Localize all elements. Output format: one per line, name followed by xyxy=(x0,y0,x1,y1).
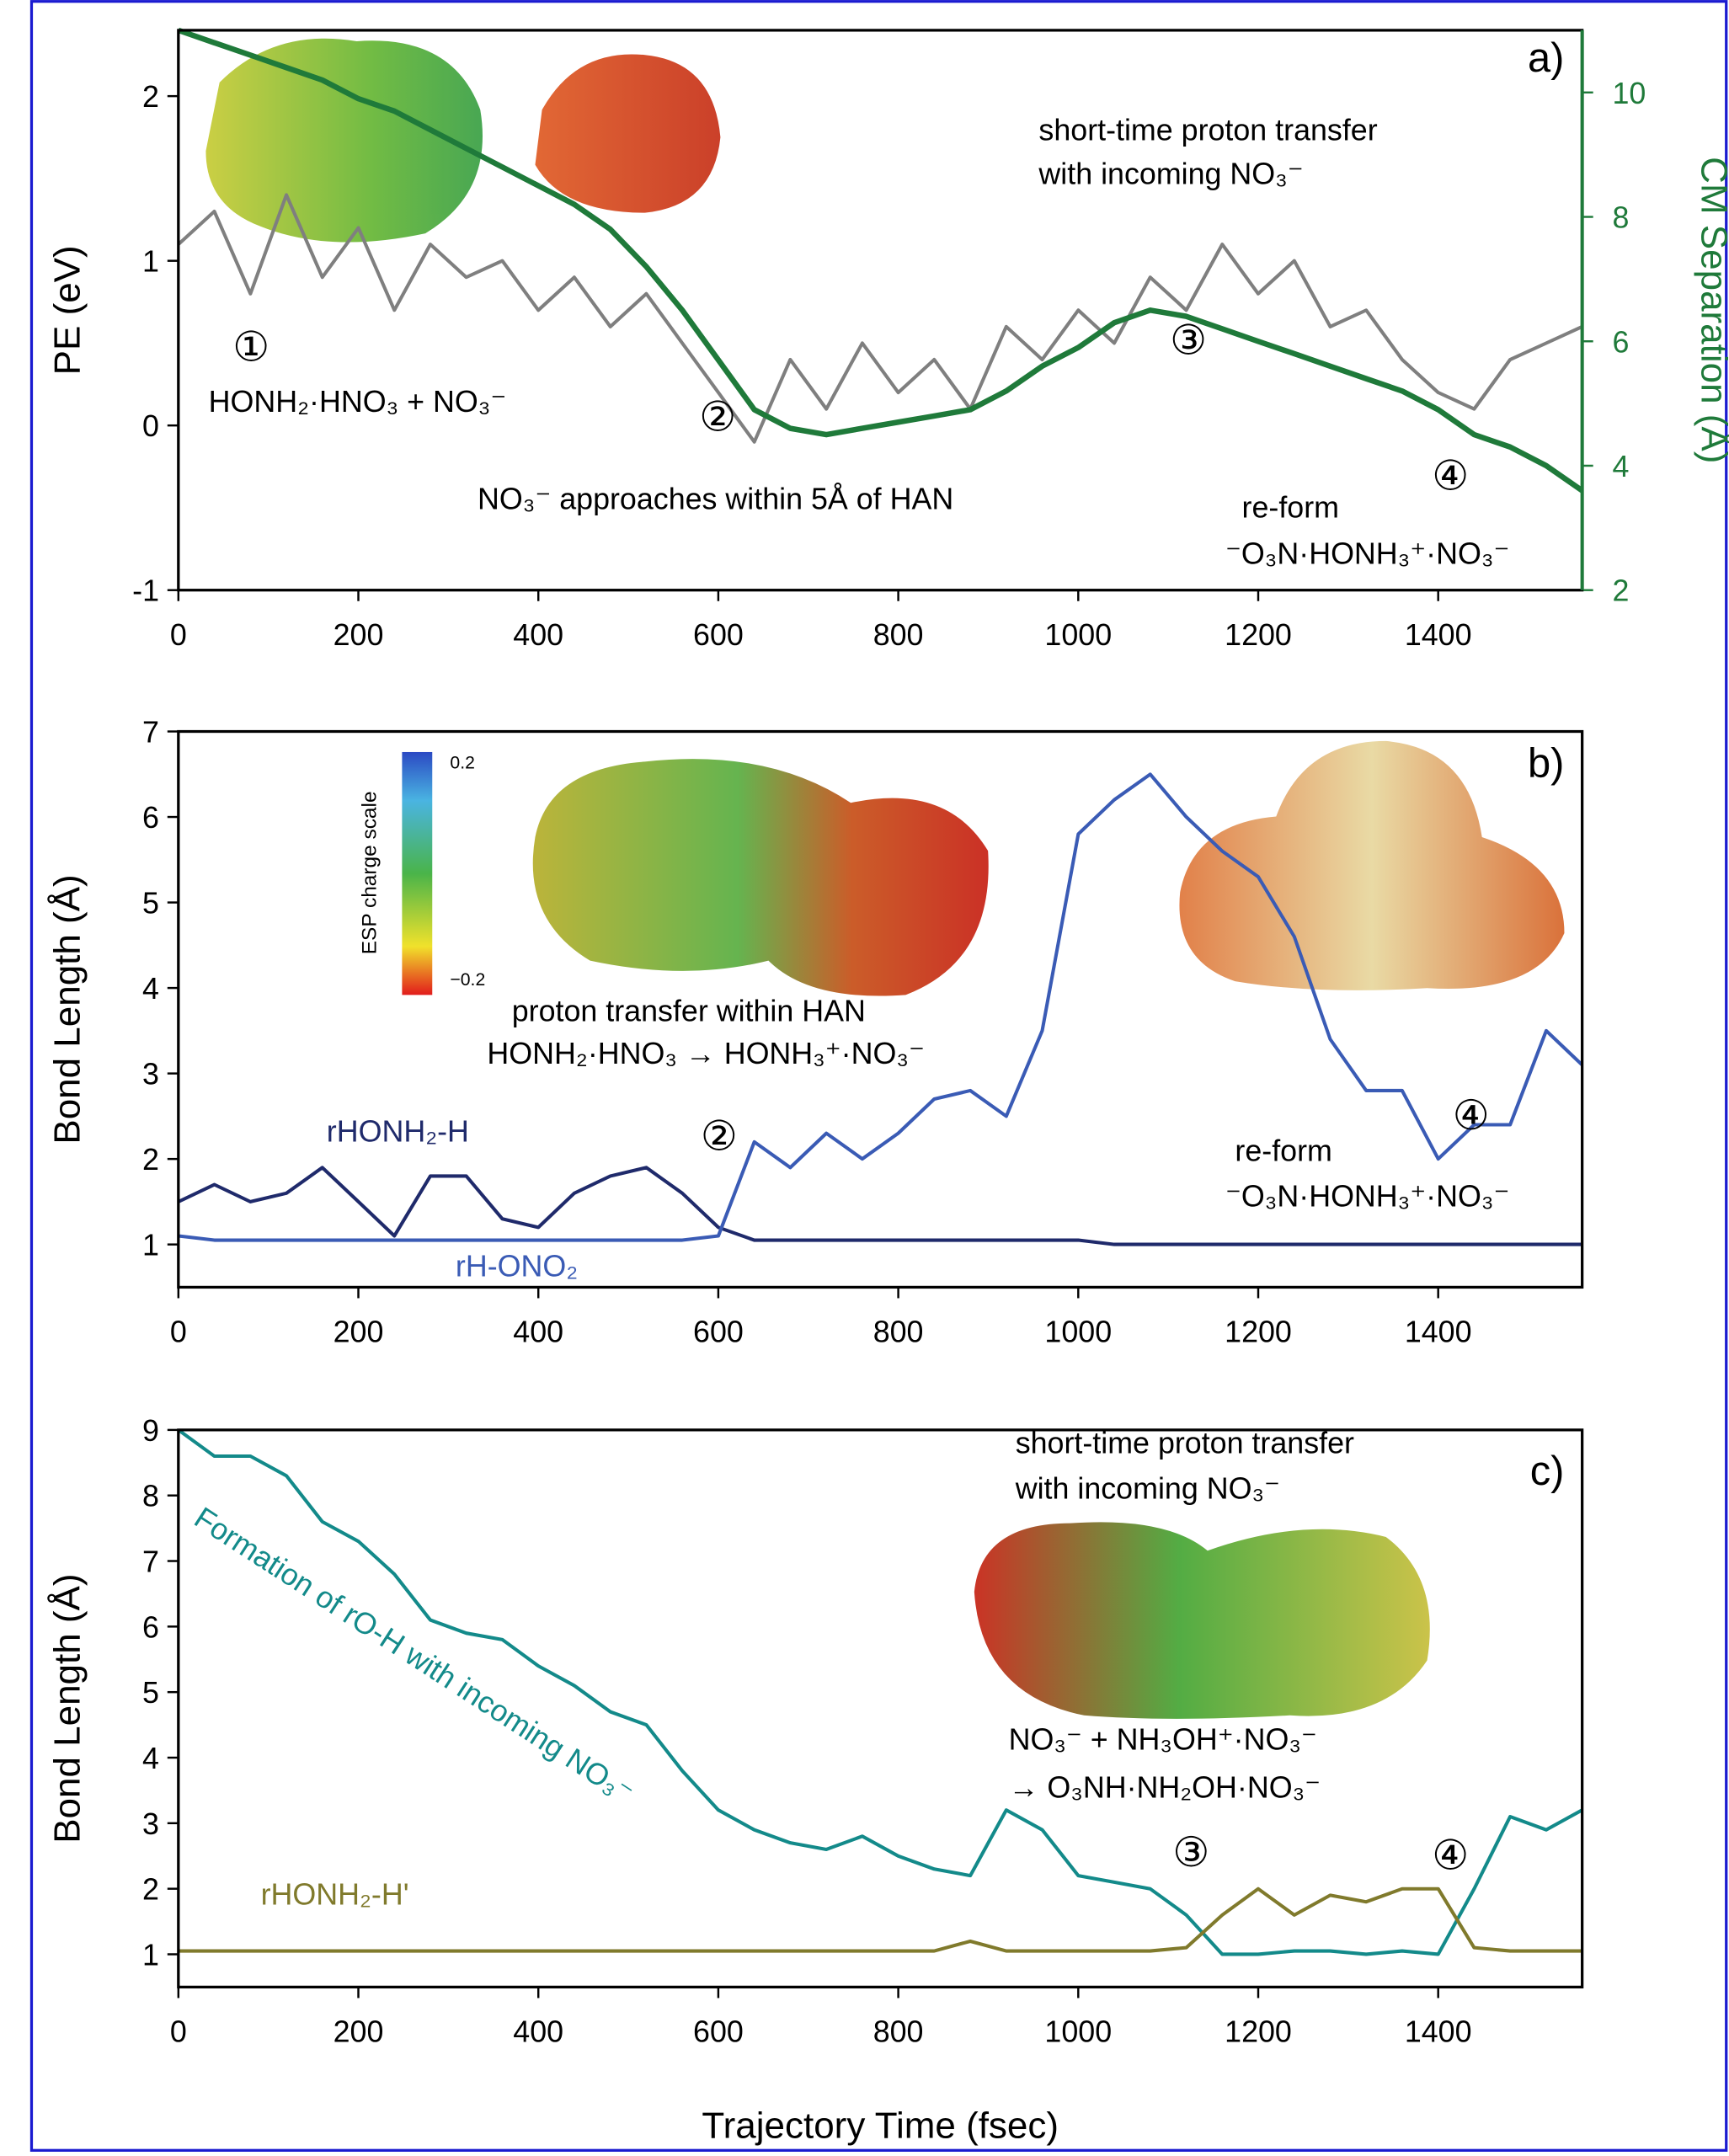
y2-tick-label: 2 xyxy=(1613,574,1630,608)
annotation: ④ xyxy=(1432,1833,1469,1878)
y-tick-label: 2 xyxy=(142,1873,159,1907)
y-tick-label: -1 xyxy=(132,574,159,608)
figure: 0200400600800100012001400-1012246810PE (… xyxy=(0,0,1729,2152)
y-tick-label: 1 xyxy=(142,1229,159,1262)
annotation: ESP charge scale xyxy=(358,791,381,954)
x-tick-label: 0 xyxy=(170,1315,187,1349)
figure-border xyxy=(31,2,1726,2151)
y-tick-label: 9 xyxy=(142,1414,159,1448)
y-tick-label: 4 xyxy=(142,972,159,1006)
x-tick-label: 1200 xyxy=(1225,2015,1292,2049)
annotation: short-time proton transfer xyxy=(1016,1427,1354,1460)
y2-tick-label: 10 xyxy=(1613,77,1646,110)
annotation: b) xyxy=(1528,740,1564,786)
x-tick-label: 1400 xyxy=(1405,1315,1472,1349)
y-tick-label: 6 xyxy=(142,1610,159,1644)
molecule-images xyxy=(205,39,1564,1719)
x-tick-label: 800 xyxy=(873,1315,924,1349)
annotation: 0.2 xyxy=(450,754,474,773)
x-tick-label: 800 xyxy=(873,2015,924,2049)
series-label: rH-ONO₂ xyxy=(456,1249,578,1283)
x-tick-label: 400 xyxy=(513,618,563,652)
molecule xyxy=(974,1522,1430,1719)
y-tick-label: 7 xyxy=(142,1545,159,1579)
y-tick-label: 2 xyxy=(142,1143,159,1177)
y-tick-label: 1 xyxy=(142,1939,159,1972)
annotation: NO₃⁻ approaches within 5Å of HAN xyxy=(478,483,953,516)
x-tick-label: 800 xyxy=(873,618,924,652)
y-tick-label: 7 xyxy=(142,716,159,750)
x-axis-label: Trajectory Time (fsec) xyxy=(702,2105,1059,2147)
annotation: proton transfer within HAN xyxy=(512,994,866,1027)
page: {"chart_data":[ {"type":"line","ylabel":… xyxy=(0,0,1729,2152)
x-tick-label: 0 xyxy=(170,618,187,652)
y-tick-label: 3 xyxy=(142,1058,159,1091)
annotation: NO₃⁻ + NH₃OH⁺·NO₃⁻ xyxy=(1009,1723,1317,1757)
annotation: re-form xyxy=(1242,490,1339,524)
x-tick-label: 1400 xyxy=(1405,618,1472,652)
annotation: ④ xyxy=(1453,1093,1490,1139)
y-axis-label: Bond Length (Å) xyxy=(47,874,88,1144)
annotation: ③ xyxy=(1170,318,1207,363)
y-tick-label: 5 xyxy=(142,887,159,921)
colorbar xyxy=(402,752,432,995)
y2-tick-label: 4 xyxy=(1613,450,1630,483)
y-tick-label: 8 xyxy=(142,1480,159,1513)
x-tick-label: 0 xyxy=(170,2015,187,2049)
x-tick-label: 1400 xyxy=(1405,2015,1472,2049)
annotation: HONH₂·HNO₃ → HONH₃⁺·NO₃⁻ xyxy=(487,1037,924,1070)
annotation: → O₃NH·NH₂OH·NO₃⁻ xyxy=(1009,1771,1321,1805)
molecule xyxy=(533,759,989,995)
annotation: ④ xyxy=(1432,454,1469,499)
y-tick-label: 5 xyxy=(142,1676,159,1710)
y2-axis-label: CM Separation (Å) xyxy=(1693,157,1729,463)
x-tick-label: 600 xyxy=(693,1315,744,1349)
x-tick-label: 600 xyxy=(693,2015,744,2049)
molecule xyxy=(1179,741,1564,990)
y-axis-label: PE (eV) xyxy=(47,245,88,375)
x-tick-label: 600 xyxy=(693,618,744,652)
y-axis-label: Bond Length (Å) xyxy=(47,1573,88,1843)
y-tick-label: 3 xyxy=(142,1807,159,1841)
panel: 0 200 400 600 800 1000 1200 1400 1 2 3 4 5 6 7 8 9 Format… xyxy=(47,1414,1582,2147)
annotation: with incoming NO₃⁻ xyxy=(1015,1471,1280,1505)
series-label: rHONH₂-H xyxy=(327,1115,469,1149)
x-tick-label: 200 xyxy=(334,618,384,652)
x-tick-label: 400 xyxy=(513,2015,563,2049)
y2-tick-label: 8 xyxy=(1613,201,1630,235)
molecule xyxy=(535,54,720,212)
annotation: −0.2 xyxy=(450,970,485,990)
molecule xyxy=(205,39,483,243)
annotation: ⁻O₃N·HONH₃⁺·NO₃⁻ xyxy=(1225,537,1509,571)
x-tick-label: 1000 xyxy=(1044,2015,1112,2049)
y-tick-label: 4 xyxy=(142,1742,159,1775)
x-tick-label: 200 xyxy=(334,2015,384,2049)
y-tick-label: 6 xyxy=(142,801,159,835)
y-tick-label: 2 xyxy=(142,80,159,114)
annotation: ① xyxy=(232,325,269,371)
x-tick-label: 400 xyxy=(513,1315,563,1349)
annotation: HONH₂·HNO₃ + NO₃⁻ xyxy=(209,385,507,419)
annotation: ② xyxy=(701,1113,738,1159)
y-tick-label: 0 xyxy=(142,409,159,443)
annotation: ⁻O₃N·HONH₃⁺·NO₃⁻ xyxy=(1225,1179,1509,1213)
x-tick-label: 200 xyxy=(334,1315,384,1349)
y-tick-label: 1 xyxy=(142,245,159,279)
series-label: rHONH₂-H' xyxy=(261,1878,409,1912)
annotation: c) xyxy=(1530,1449,1565,1494)
annotation: a) xyxy=(1528,35,1564,81)
y2-tick-label: 6 xyxy=(1613,325,1630,359)
x-tick-label: 1000 xyxy=(1044,618,1112,652)
x-tick-label: 1000 xyxy=(1044,1315,1112,1349)
annotation: short-time proton transfer xyxy=(1038,113,1377,147)
annotation: ② xyxy=(699,395,736,440)
annotation: ③ xyxy=(1172,1830,1209,1876)
annotation: re-form xyxy=(1235,1134,1331,1168)
x-tick-label: 1200 xyxy=(1225,1315,1292,1349)
annotation: with incoming NO₃⁻ xyxy=(1038,157,1303,190)
x-tick-label: 1200 xyxy=(1225,618,1292,652)
series-label: Formation of rO-H with incoming NO₃⁻ xyxy=(189,1501,640,1810)
